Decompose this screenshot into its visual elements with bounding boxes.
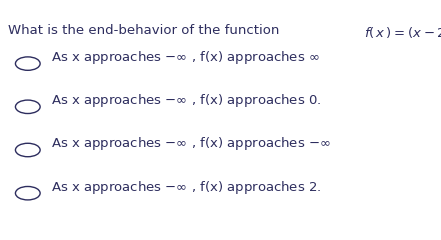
Text: As x approaches $-\infty$ , f(x) approaches $\infty$: As x approaches $-\infty$ , f(x) approac… bbox=[51, 49, 319, 66]
Text: As x approaches $-\infty$ , f(x) approaches $-\infty$: As x approaches $-\infty$ , f(x) approac… bbox=[51, 135, 331, 152]
Text: As x approaches $-\infty$ , f(x) approaches 0.: As x approaches $-\infty$ , f(x) approac… bbox=[51, 92, 321, 109]
Text: What is the end-behavior of the function: What is the end-behavior of the function bbox=[8, 24, 284, 37]
Text: $f\left(\,x\,\right) = (x - 2)^2$.: $f\left(\,x\,\right) = (x - 2)^2$. bbox=[363, 24, 441, 42]
Text: As x approaches $-\infty$ , f(x) approaches 2.: As x approaches $-\infty$ , f(x) approac… bbox=[51, 179, 321, 196]
